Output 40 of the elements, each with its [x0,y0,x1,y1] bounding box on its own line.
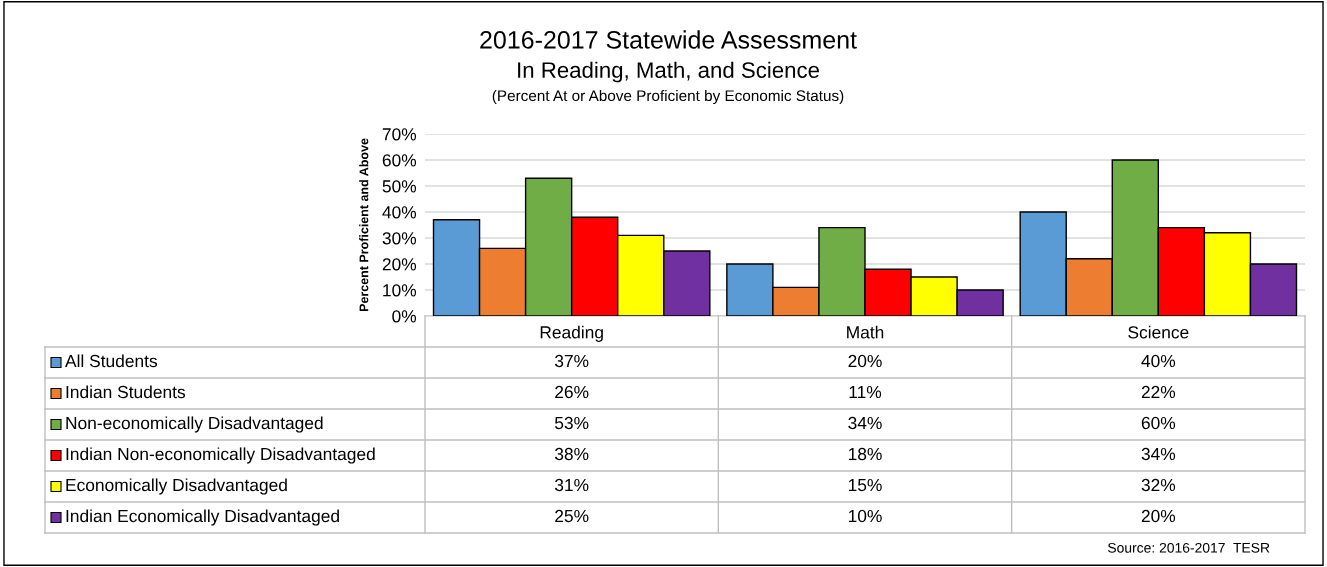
y-tick-label: 70% [382,128,417,141]
text: (Percent At or Above Proficient by Economic Status) [492,89,844,105]
y-tick-label: 60% [382,154,417,167]
chart-subtitle: In Reading, Math, and Science [518,61,819,83]
legend-label: Economically Disadvantaged [66,478,287,495]
y-tick-label: 50% [382,180,417,193]
x-tick-label: Science [1128,325,1189,339]
y-tick-label: 30% [382,232,417,245]
y-tick-label: 0% [392,310,417,323]
data-label: 20% [848,354,882,368]
legend-label: Non-economically Disadvantaged [66,416,323,433]
source-note: Source: 2016-2017 TESR [1107,542,1270,553]
data-label: 31% [554,478,589,492]
data-label: 60% [1141,416,1176,430]
data-label: 40% [1141,354,1176,368]
data-label: 38% [554,447,589,461]
data-label: 11% [849,385,882,399]
data-label: 15% [848,478,882,492]
chart-title: 2016-2017 Statewide Assessment [480,30,857,49]
data-label: 34% [1141,447,1176,461]
y-tick-label: 20% [382,258,417,271]
data-label: 53% [554,416,589,430]
data-label: 20% [1141,509,1176,523]
data-label: 34% [848,416,882,430]
data-label: 22% [1141,385,1176,399]
legend-label: All Students [65,354,158,368]
data-label: 26% [555,385,589,399]
legend-label: Indian Non-economically Disadvantaged [66,447,375,464]
data-label: 32% [1141,478,1176,492]
data-label: 37% [554,354,589,368]
y-tick-label: 40% [382,206,417,219]
x-tick-label: Math [847,325,884,339]
y-axis-title: Percent Proficient and Above [359,138,369,312]
legend-label: Indian Economically Disadvantaged [66,509,339,526]
legend-label: Indian Students [66,385,186,399]
y-tick-label: 10% [383,284,417,297]
data-label: 10% [848,509,882,523]
data-label: 25% [555,509,589,523]
x-tick-label: Reading [540,325,603,342]
data-label: 18% [848,447,882,461]
